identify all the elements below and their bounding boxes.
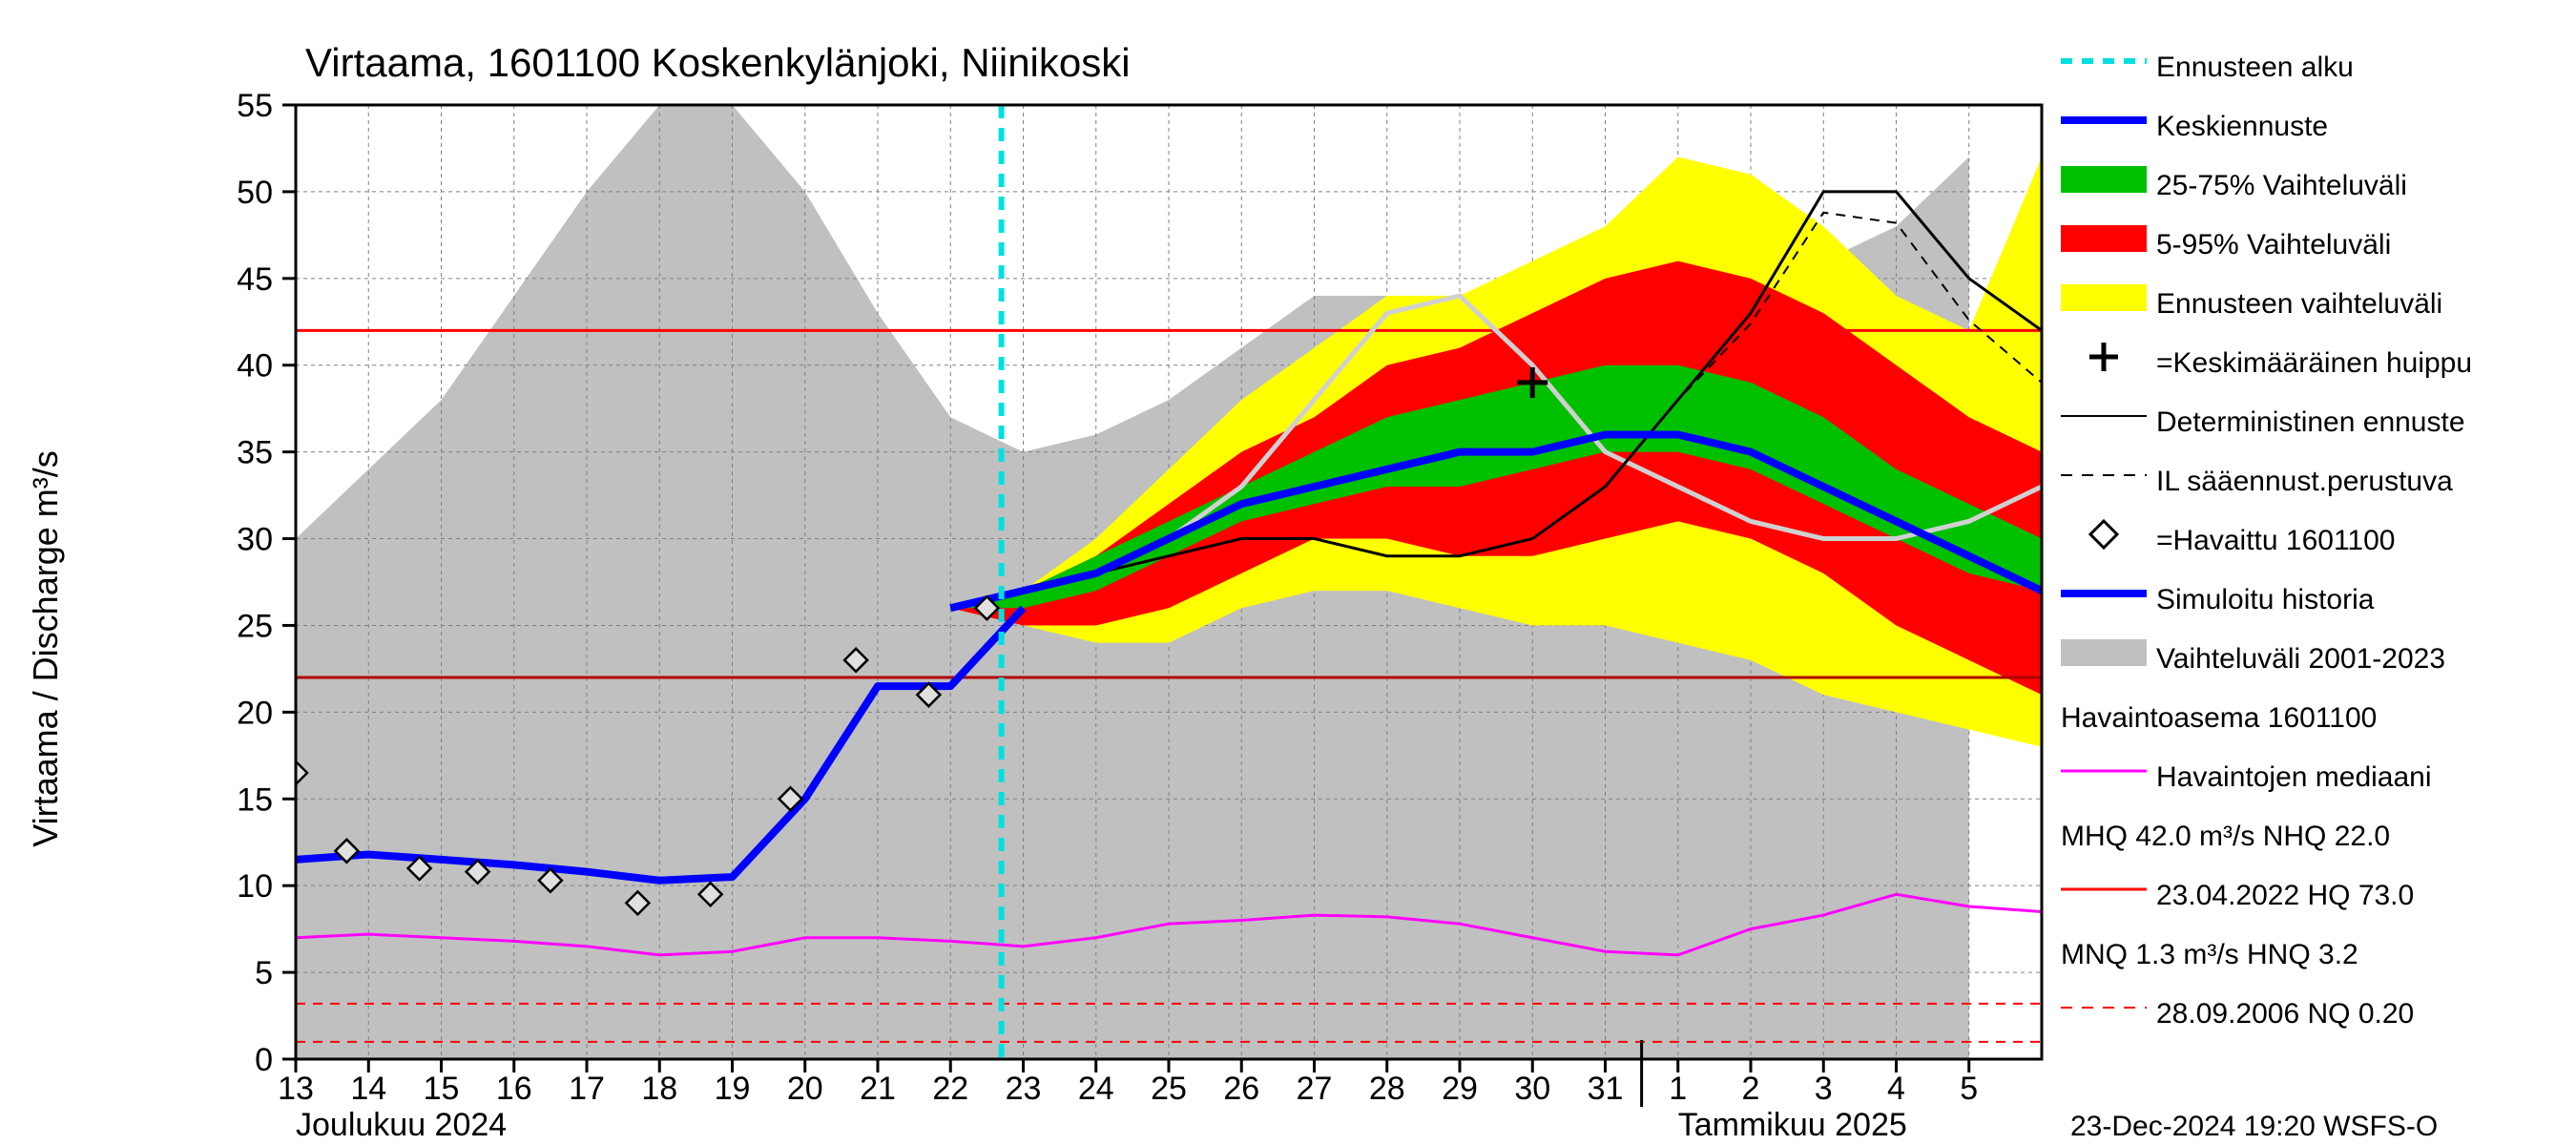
svg-text:=Havaittu 1601100: =Havaittu 1601100	[2156, 525, 2395, 556]
svg-text:25: 25	[1151, 1071, 1187, 1107]
svg-text:4: 4	[1887, 1071, 1905, 1107]
svg-text:28.09.2006 NQ 0.20: 28.09.2006 NQ 0.20	[2156, 998, 2414, 1030]
svg-text:27: 27	[1297, 1071, 1333, 1107]
svg-text:IL sääennust.perustuva: IL sääennust.perustuva	[2156, 466, 2453, 497]
chart-svg: 0510152025303540455055131415161718192021…	[0, 0, 2576, 1145]
svg-text:50: 50	[237, 175, 273, 211]
svg-text:Joulukuu 2024: Joulukuu 2024	[296, 1107, 507, 1143]
svg-text:20: 20	[237, 695, 273, 731]
svg-text:14: 14	[350, 1071, 386, 1107]
svg-text:26: 26	[1223, 1071, 1259, 1107]
svg-text:18: 18	[641, 1071, 677, 1107]
svg-text:Simuloitu historia: Simuloitu historia	[2156, 584, 2375, 615]
svg-text:30: 30	[1514, 1071, 1550, 1107]
svg-text:Havaintojen mediaani: Havaintojen mediaani	[2156, 761, 2432, 793]
svg-text:Ennusteen vaihteluväli: Ennusteen vaihteluväli	[2156, 288, 2442, 320]
svg-text:21: 21	[860, 1071, 896, 1107]
svg-text:17: 17	[569, 1071, 605, 1107]
svg-text:=Keskimääräinen huippu: =Keskimääräinen huippu	[2156, 347, 2472, 379]
svg-text:2: 2	[1742, 1071, 1760, 1107]
svg-text:Vaihteluväli 2001-2023: Vaihteluväli 2001-2023	[2156, 643, 2445, 675]
svg-text:25: 25	[237, 608, 273, 644]
svg-text:3: 3	[1815, 1071, 1833, 1107]
svg-text:5: 5	[255, 955, 273, 991]
svg-text:10: 10	[237, 868, 273, 905]
svg-text:24: 24	[1078, 1071, 1114, 1107]
chart-container: 0510152025303540455055131415161718192021…	[0, 0, 2576, 1145]
svg-text:Ennusteen alku: Ennusteen alku	[2156, 52, 2354, 83]
svg-text:35: 35	[237, 435, 273, 471]
svg-text:MHQ 42.0 m³/s NHQ 22.0: MHQ 42.0 m³/s NHQ 22.0	[2061, 821, 2390, 852]
svg-text:16: 16	[496, 1071, 532, 1107]
footer-timestamp: 23-Dec-2024 19:20 WSFS-O	[2070, 1111, 2438, 1142]
svg-text:Keskiennuste: Keskiennuste	[2156, 111, 2328, 142]
svg-text:MNQ 1.3 m³/s HNQ 3.2: MNQ 1.3 m³/s HNQ 3.2	[2061, 939, 2358, 970]
svg-text:0: 0	[255, 1042, 273, 1078]
svg-text:Tammikuu 2025: Tammikuu 2025	[1678, 1107, 1907, 1143]
svg-text:20: 20	[787, 1071, 823, 1107]
svg-text:19: 19	[715, 1071, 751, 1107]
svg-text:45: 45	[237, 261, 273, 298]
svg-text:55: 55	[237, 88, 273, 124]
svg-text:Havaintoasema 1601100: Havaintoasema 1601100	[2061, 702, 2377, 734]
svg-text:29: 29	[1442, 1071, 1478, 1107]
svg-text:Deterministinen ennuste: Deterministinen ennuste	[2156, 406, 2465, 438]
y-axis-label: Virtaama / Discharge m³/s	[26, 450, 65, 846]
svg-text:23.04.2022 HQ 73.0: 23.04.2022 HQ 73.0	[2156, 880, 2414, 911]
svg-text:15: 15	[424, 1071, 460, 1107]
svg-text:15: 15	[237, 781, 273, 818]
chart-title: Virtaama, 1601100 Koskenkylänjoki, Niini…	[305, 40, 1131, 85]
svg-text:30: 30	[237, 522, 273, 558]
svg-text:31: 31	[1588, 1071, 1624, 1107]
svg-text:40: 40	[237, 348, 273, 385]
svg-text:1: 1	[1669, 1071, 1687, 1107]
svg-text:5-95% Vaihteluväli: 5-95% Vaihteluväli	[2156, 229, 2391, 260]
svg-text:13: 13	[278, 1071, 314, 1107]
svg-text:5: 5	[1960, 1071, 1978, 1107]
svg-text:23: 23	[1006, 1071, 1042, 1107]
svg-text:28: 28	[1369, 1071, 1405, 1107]
svg-text:22: 22	[932, 1071, 968, 1107]
svg-text:25-75% Vaihteluväli: 25-75% Vaihteluväli	[2156, 170, 2407, 201]
